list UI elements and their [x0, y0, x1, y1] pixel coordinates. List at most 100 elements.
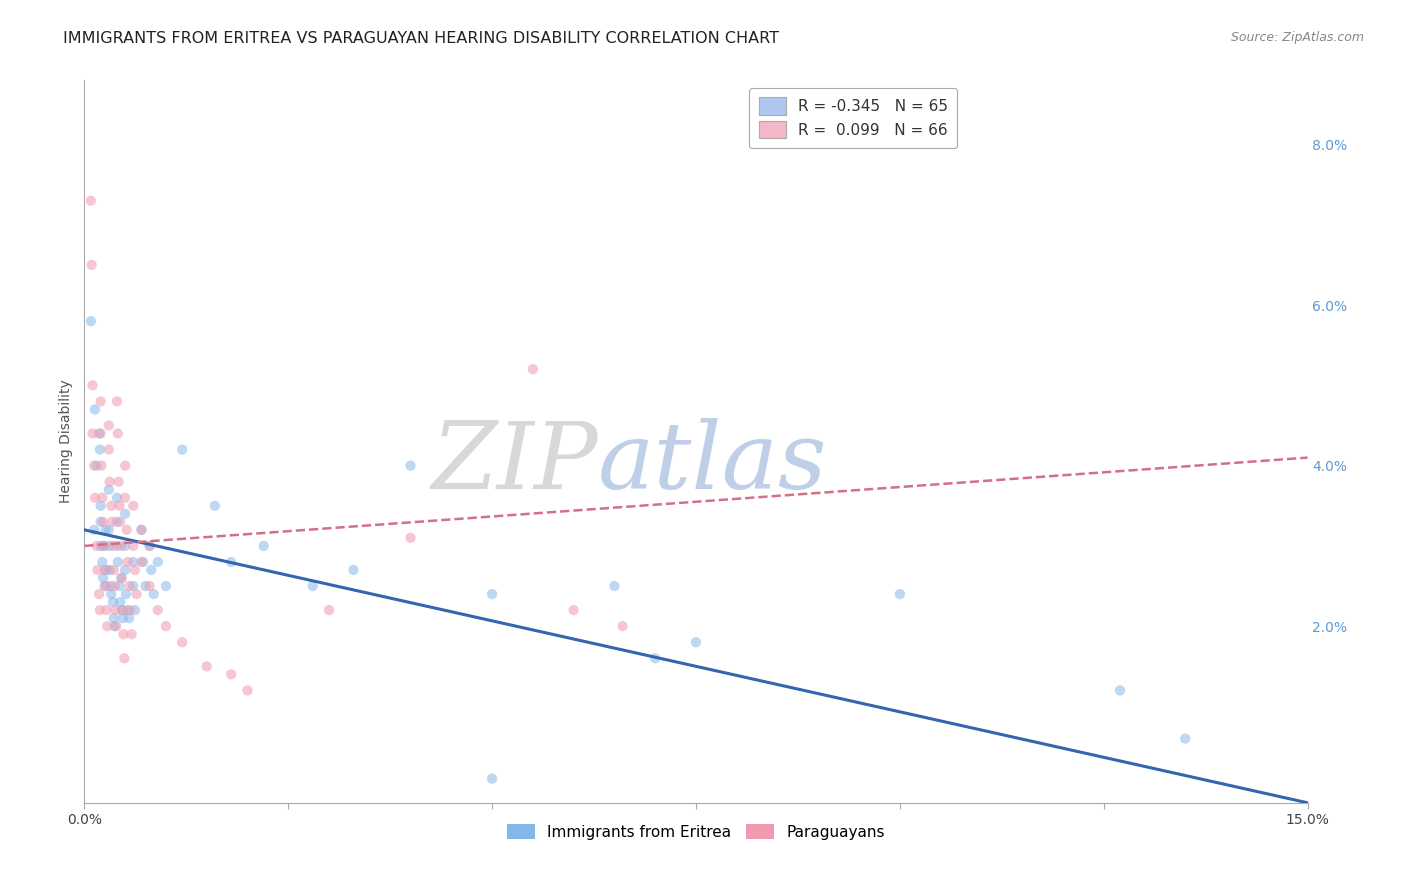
- Point: [685, 635, 707, 649]
- Legend: Immigrants from Eritrea, Paraguayans: Immigrants from Eritrea, Paraguayans: [501, 818, 891, 846]
- Point: [135, 579, 157, 593]
- Point: [80, 194, 103, 208]
- Point: [118, 603, 141, 617]
- Point: [90, 515, 112, 529]
- Point: [103, 611, 125, 625]
- Point: [122, 555, 145, 569]
- Point: [124, 603, 146, 617]
- Point: [90, 499, 112, 513]
- Point: [114, 458, 136, 473]
- Point: [94, 523, 117, 537]
- Text: atlas: atlas: [598, 418, 828, 508]
- Point: [89, 442, 111, 457]
- Point: [122, 539, 145, 553]
- Point: [318, 603, 340, 617]
- Point: [117, 603, 139, 617]
- Y-axis label: Hearing Disability: Hearing Disability: [59, 380, 73, 503]
- Point: [110, 571, 132, 585]
- Point: [100, 499, 122, 513]
- Point: [142, 587, 165, 601]
- Point: [100, 579, 122, 593]
- Point: [115, 587, 138, 601]
- Point: [603, 579, 626, 593]
- Point: [93, 563, 115, 577]
- Point: [86, 458, 108, 473]
- Point: [122, 499, 145, 513]
- Point: [101, 595, 124, 609]
- Point: [108, 499, 131, 513]
- Point: [80, 258, 103, 272]
- Point: [111, 603, 134, 617]
- Point: [103, 563, 125, 577]
- Point: [84, 402, 107, 417]
- Point: [96, 563, 118, 577]
- Point: [110, 595, 132, 609]
- Point: [612, 619, 634, 633]
- Point: [111, 603, 134, 617]
- Point: [112, 651, 135, 665]
- Point: [253, 539, 276, 553]
- Point: [87, 587, 110, 601]
- Point: [98, 475, 121, 489]
- Point: [146, 555, 169, 569]
- Point: [82, 426, 104, 441]
- Point: [93, 539, 115, 553]
- Point: [114, 563, 136, 577]
- Point: [155, 619, 177, 633]
- Point: [101, 539, 124, 553]
- Point: [90, 458, 112, 473]
- Point: [481, 587, 503, 601]
- Point: [87, 426, 110, 441]
- Point: [103, 619, 125, 633]
- Point: [98, 563, 121, 577]
- Point: [86, 563, 108, 577]
- Point: [89, 603, 111, 617]
- Point: [172, 442, 194, 457]
- Point: [96, 603, 118, 617]
- Point: [107, 426, 129, 441]
- Point: [97, 483, 120, 497]
- Point: [91, 571, 114, 585]
- Point: [83, 458, 105, 473]
- Point: [84, 491, 107, 505]
- Point: [105, 619, 128, 633]
- Point: [131, 523, 153, 537]
- Point: [204, 499, 226, 513]
- Point: [342, 563, 364, 577]
- Point: [83, 523, 105, 537]
- Point: [399, 458, 422, 473]
- Point: [105, 515, 128, 529]
- Point: [562, 603, 585, 617]
- Point: [107, 475, 129, 489]
- Point: [104, 603, 127, 617]
- Point: [121, 627, 143, 641]
- Point: [97, 442, 120, 457]
- Point: [112, 627, 135, 641]
- Point: [124, 563, 146, 577]
- Point: [132, 555, 155, 569]
- Point: [118, 579, 141, 593]
- Point: [889, 587, 911, 601]
- Point: [481, 772, 503, 786]
- Point: [97, 523, 120, 537]
- Point: [138, 579, 160, 593]
- Point: [90, 539, 112, 553]
- Point: [118, 611, 141, 625]
- Point: [105, 491, 128, 505]
- Point: [644, 651, 666, 665]
- Point: [522, 362, 544, 376]
- Point: [114, 491, 136, 505]
- Point: [80, 314, 103, 328]
- Point: [101, 515, 124, 529]
- Point: [82, 378, 104, 392]
- Point: [103, 579, 125, 593]
- Point: [115, 523, 138, 537]
- Point: [110, 515, 132, 529]
- Point: [155, 579, 177, 593]
- Point: [94, 579, 117, 593]
- Point: [1109, 683, 1132, 698]
- Point: [399, 531, 422, 545]
- Point: [301, 579, 323, 593]
- Point: [110, 539, 132, 553]
- Point: [90, 426, 112, 441]
